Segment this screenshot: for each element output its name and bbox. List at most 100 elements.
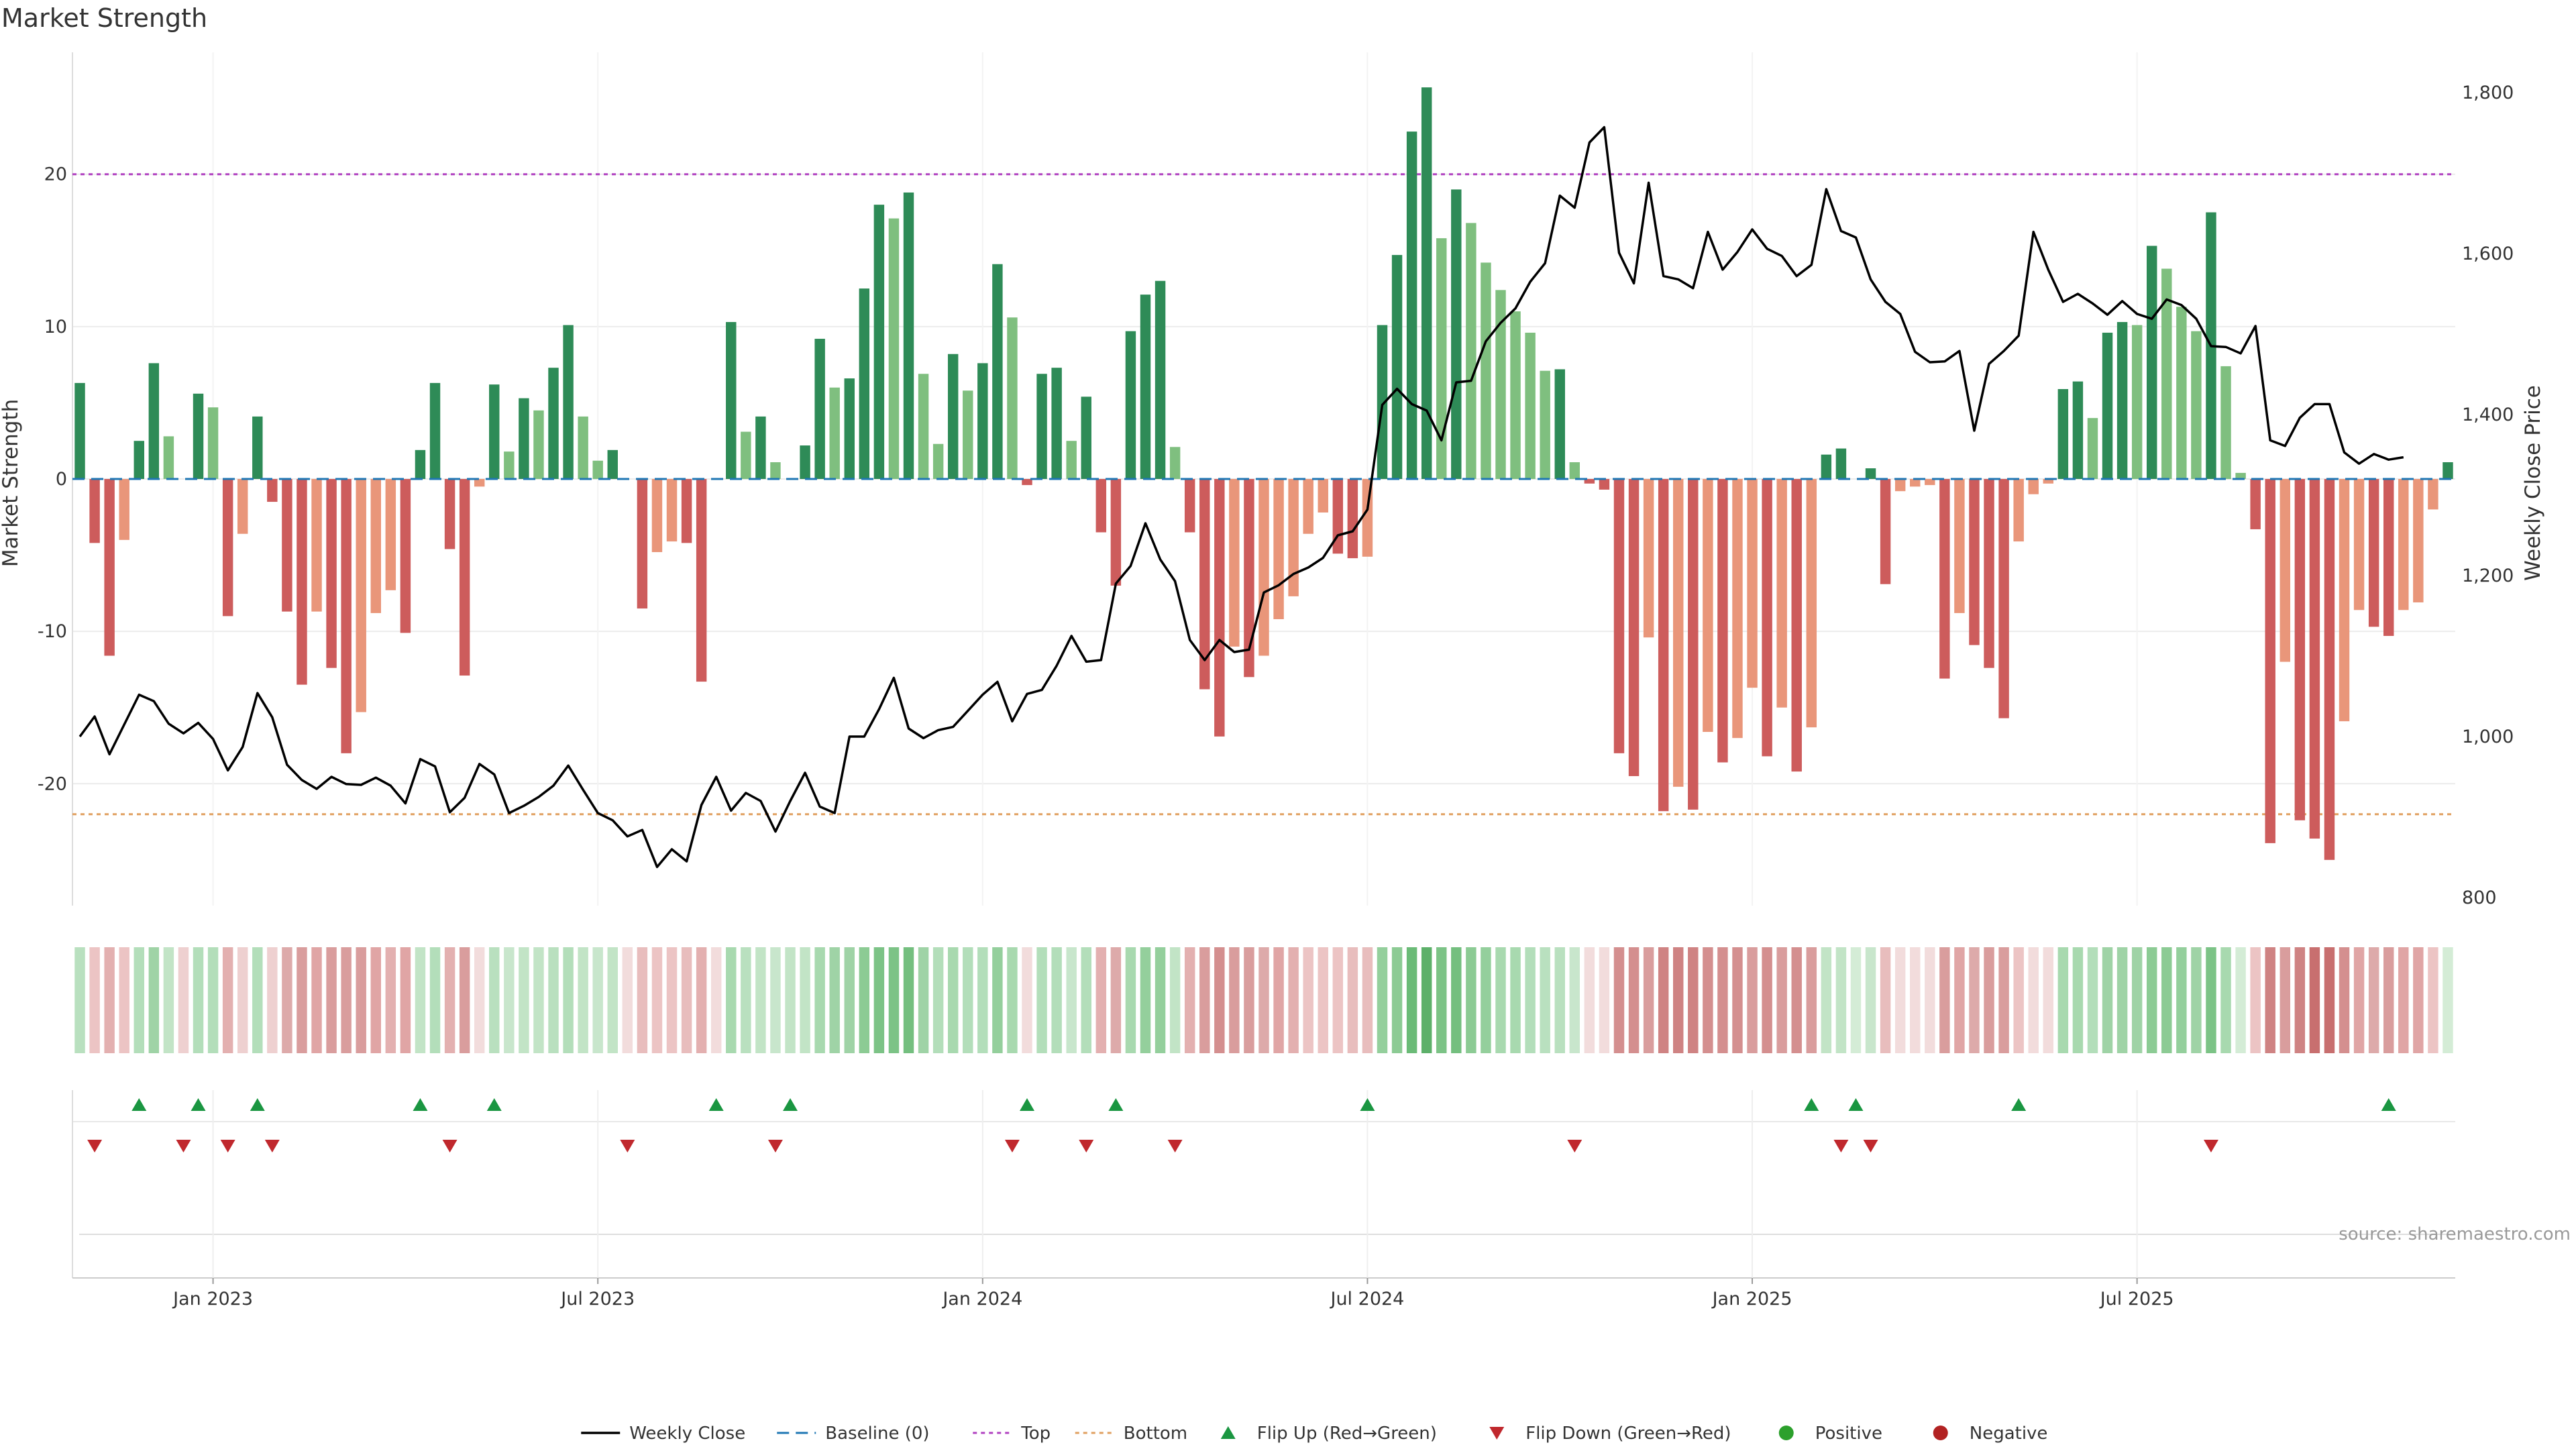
strength-bar [918, 374, 929, 479]
heat-cell [1688, 947, 1699, 1053]
strength-bar [1140, 294, 1151, 479]
strength-bar [1510, 311, 1521, 479]
heat-cell [770, 947, 781, 1053]
strength-bar [1229, 479, 1240, 647]
strength-bar [2161, 268, 2172, 479]
strength-bar [2220, 366, 2231, 479]
strength-bar [814, 339, 825, 479]
strength-bar [2191, 331, 2202, 479]
heat-cell [2339, 947, 2350, 1053]
right-axis-ticks: 1,800 1,600 1,400 1,200 1,000 800 [2462, 83, 2514, 908]
strength-bar [1214, 479, 1225, 737]
heat-cell [267, 947, 278, 1053]
heat-cell [415, 947, 426, 1053]
legend-swatch-dot [1778, 1426, 1794, 1440]
strength-bar [548, 368, 559, 479]
heat-cell [2309, 947, 2320, 1053]
heat-cell [1199, 947, 1210, 1053]
flip-up-marker [2381, 1098, 2396, 1111]
flip-down-marker [1079, 1140, 1094, 1152]
strength-bar [1377, 325, 1388, 479]
strength-bar [2102, 332, 2113, 479]
heat-cell [1229, 947, 1240, 1053]
heat-cell [1628, 947, 1640, 1053]
strength-bar [1244, 479, 1254, 678]
flip-down-marker [1863, 1140, 1878, 1152]
heat-cell [963, 947, 973, 1053]
legend-item: Negative [1933, 1424, 2047, 1444]
heat-cell [163, 947, 174, 1053]
flip-up-marker [708, 1098, 724, 1111]
flip-up-marker [486, 1098, 502, 1111]
strength-bar [770, 462, 781, 479]
strength-bar [297, 479, 307, 685]
heat-cell [252, 947, 263, 1053]
heat-cell [2206, 947, 2216, 1053]
flip-up-marker [1848, 1098, 1864, 1111]
chart-title: Market Strength [1, 3, 207, 33]
heat-cell [1525, 947, 1536, 1053]
left-axis-ticks: 20 10 0 -10 -20 [38, 164, 67, 795]
strength-bar [311, 479, 322, 612]
strength-bar [2368, 479, 2379, 627]
heat-cell [1762, 947, 1772, 1053]
heat-cell [2353, 947, 2365, 1053]
right-tick-label: 1,800 [2462, 83, 2514, 103]
strength-bar [1835, 448, 1847, 479]
strength-bar [1406, 131, 1417, 480]
heat-cell [237, 947, 248, 1053]
strength-bar [74, 382, 85, 479]
flip-down-marker [2203, 1140, 2218, 1152]
heat-cell [1140, 947, 1151, 1053]
strength-bar [1880, 479, 1891, 584]
heat-cell [2250, 947, 2261, 1053]
heat-cell [1821, 947, 1832, 1053]
strength-bar [1318, 479, 1328, 513]
heat-cell [696, 947, 707, 1053]
heat-cell [1303, 947, 1313, 1053]
heat-cell [2383, 947, 2394, 1053]
right-tick-label: 1,600 [2462, 244, 2514, 264]
strength-bar [1540, 370, 1550, 479]
flip-up-marker [1804, 1098, 1819, 1111]
heat-cell [2324, 947, 2335, 1053]
strength-bar [2087, 418, 2098, 479]
heat-cell [2398, 947, 2409, 1053]
weekly-close-line [78, 125, 2404, 869]
strength-bar [1525, 332, 1536, 479]
strength-bar [1391, 255, 1403, 479]
heat-cell [207, 947, 219, 1053]
strength-bar [1022, 479, 1032, 486]
flip-up-marker [191, 1098, 206, 1111]
x-axis-ticks: Jan 2023 Jul 2023 Jan 2024 Jul 2024 Jan 2025… [172, 1278, 2174, 1309]
strength-bar [2383, 479, 2394, 636]
flip-down-marker [264, 1140, 280, 1152]
left-tick-label: -10 [38, 621, 67, 642]
heat-cell [1791, 947, 1802, 1053]
heat-cell [370, 947, 381, 1053]
strength-bar [1095, 479, 1107, 533]
heat-cell [1007, 947, 1018, 1053]
heat-cell [607, 947, 618, 1053]
heat-cell [563, 947, 574, 1053]
flip-up-marker [1108, 1098, 1124, 1111]
strength-bar [504, 451, 515, 479]
right-tick-label: 1,000 [2462, 727, 2514, 747]
heat-cell [2265, 947, 2275, 1053]
strength-bar [1643, 479, 1654, 638]
strength-bar [1495, 290, 1506, 479]
heat-cell [1613, 947, 1625, 1053]
legend-label: Top [1020, 1424, 1051, 1444]
strength-bar [2013, 479, 2024, 542]
heat-cell [1332, 947, 1344, 1053]
strength-bar [1865, 468, 1876, 479]
heat-cell [2413, 947, 2424, 1053]
heat-cell [1643, 947, 1654, 1053]
legend-label: Positive [1815, 1424, 1882, 1444]
flip-down-marker [442, 1140, 458, 1152]
strength-bar [563, 325, 574, 479]
heat-cell [1110, 947, 1122, 1053]
heat-cell [341, 947, 352, 1053]
strength-bar [1599, 479, 1610, 490]
